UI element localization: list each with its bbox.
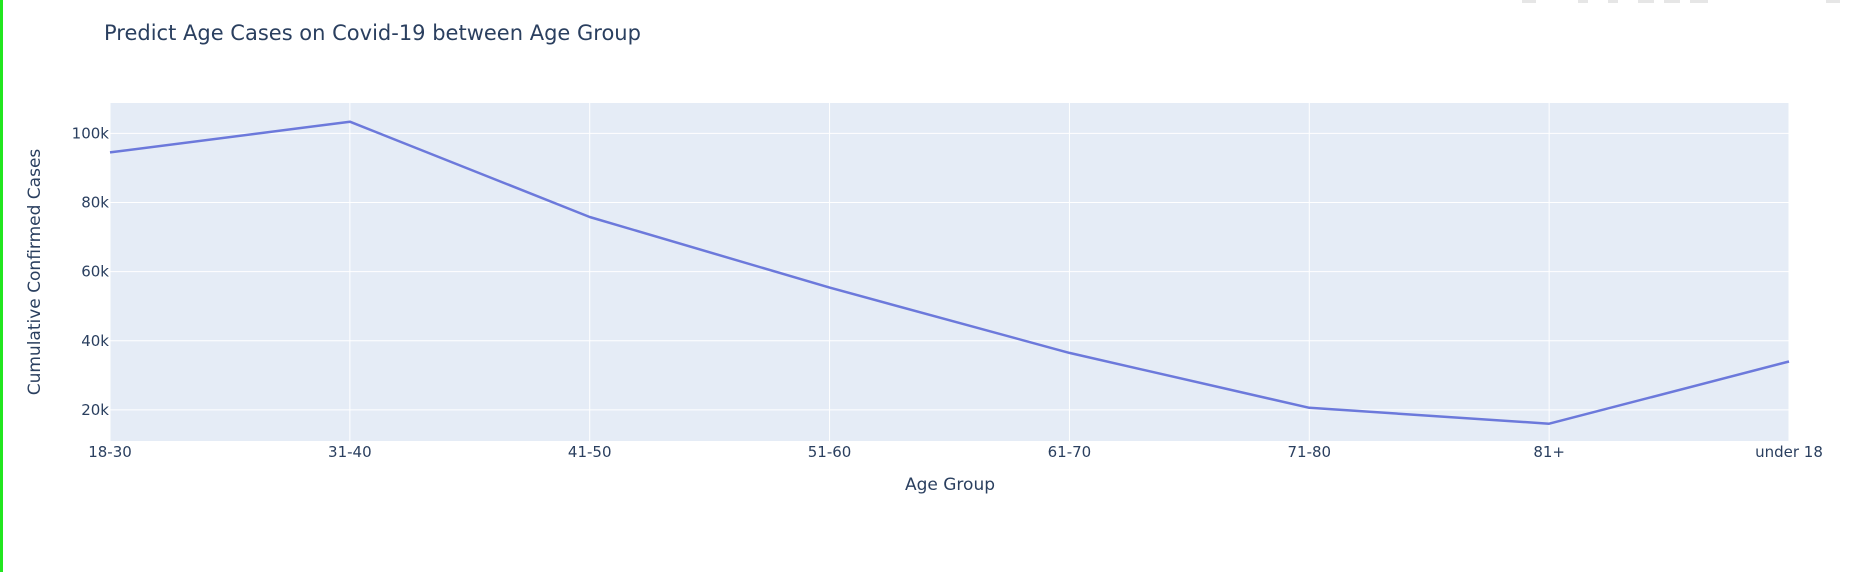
x-tick-label: 41-50	[568, 443, 612, 461]
x-axis-title: Age Group	[905, 475, 995, 495]
x-tick-label: under 18	[1755, 443, 1823, 461]
x-tick-label: 31-40	[328, 443, 372, 461]
y-tick-label: 100k	[72, 124, 110, 142]
y-tick-label: 40k	[81, 332, 109, 350]
autoscale-icon[interactable]	[1690, 0, 1708, 3]
zoom-icon[interactable]	[1578, 0, 1588, 3]
chart-title: Predict Age Cases on Covid-19 between Ag…	[104, 21, 641, 45]
camera-icon[interactable]	[1522, 0, 1536, 3]
series-line[interactable]	[109, 120, 1790, 425]
x-tick-label: 81+	[1533, 443, 1565, 461]
zoom-out-icon[interactable]	[1664, 0, 1680, 3]
pan-icon[interactable]	[1608, 0, 1618, 3]
y-tick-label: 20k	[81, 401, 109, 419]
modebar[interactable]	[1522, 0, 1840, 3]
zoom-in-icon[interactable]	[1638, 0, 1654, 3]
y-gridlines	[110, 132, 1789, 411]
y-tick-label: 80k	[81, 194, 109, 212]
plotly-logo-icon[interactable]	[1826, 0, 1840, 3]
series-layer	[109, 120, 1790, 425]
left-edge-bar	[0, 0, 3, 572]
x-tick-labels: 18-30 31-40 41-50 51-60 61-70 71-80 81+ under 1…	[88, 443, 1823, 461]
x-tick-label: 61-70	[1048, 443, 1092, 461]
y-tick-labels: 20k 40k 60k 80k 100k	[72, 124, 110, 418]
x-tick-label: 51-60	[808, 443, 852, 461]
x-tick-label: 71-80	[1287, 443, 1331, 461]
y-tick-label: 60k	[81, 263, 109, 281]
y-axis-title: Cumulative Confirmed Cases	[25, 149, 45, 396]
x-tick-label: 18-30	[88, 443, 132, 461]
